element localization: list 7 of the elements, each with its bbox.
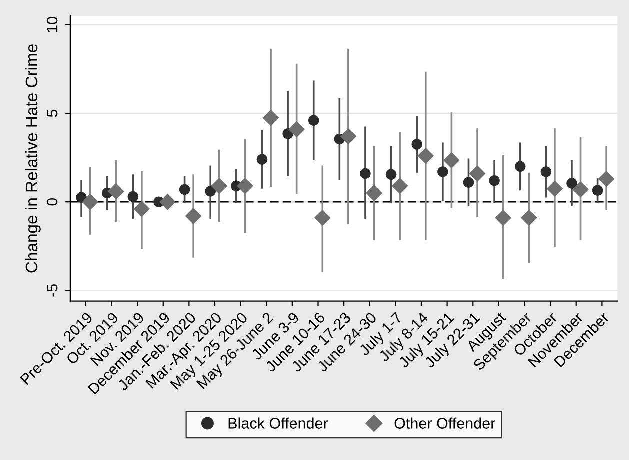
y-tick-label: 10 xyxy=(46,17,58,32)
y-tick-label: 0 xyxy=(46,198,58,206)
y-axis-title: Change in Relative Hate Crime xyxy=(25,44,41,273)
legend-label: Other Offender xyxy=(394,418,496,429)
legend-label: Black Offender xyxy=(228,418,328,429)
y-tick-label: 5 xyxy=(47,110,58,118)
y-tick-label: -5 xyxy=(47,284,58,297)
